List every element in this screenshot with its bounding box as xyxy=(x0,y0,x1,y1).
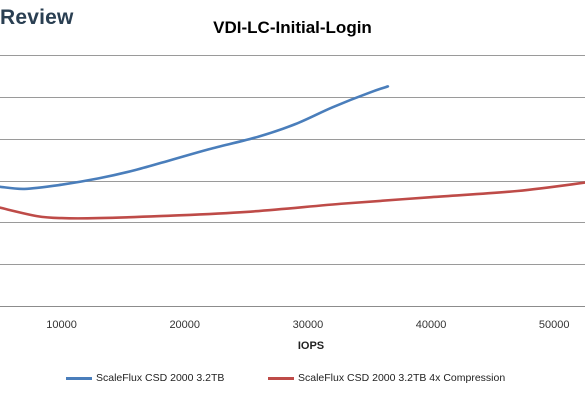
series-line-1 xyxy=(0,85,390,191)
x-tick-label: 30000 xyxy=(293,319,324,331)
x-tick-label: 10000 xyxy=(46,319,77,331)
legend-swatch-series-2 xyxy=(268,376,294,380)
legend-item-series-2: ScaleFlux CSD 2000 3.2TB 4x Compression xyxy=(268,372,505,384)
x-tick-label: 40000 xyxy=(416,319,447,331)
x-axis-ticks: 10000 20000 30000 40000 50000 xyxy=(46,319,569,331)
series-line-2 xyxy=(0,181,585,220)
brand-logo-text: Review xyxy=(0,6,74,29)
legend-label-series-1: ScaleFlux CSD 2000 3.2TB xyxy=(96,372,225,384)
legend-swatch-series-1 xyxy=(66,376,92,380)
x-tick-label: 20000 xyxy=(169,319,200,331)
series-lines xyxy=(0,85,585,220)
x-tick-label: 50000 xyxy=(539,319,570,331)
chart-title: VDI-LC-Initial-Login xyxy=(213,18,372,37)
x-axis-label: IOPS xyxy=(298,340,324,352)
legend-label-series-2: ScaleFlux CSD 2000 3.2TB 4x Compression xyxy=(298,372,506,384)
grid-lines xyxy=(0,55,585,307)
legend-item-series-1: ScaleFlux CSD 2000 3.2TB xyxy=(66,372,224,384)
